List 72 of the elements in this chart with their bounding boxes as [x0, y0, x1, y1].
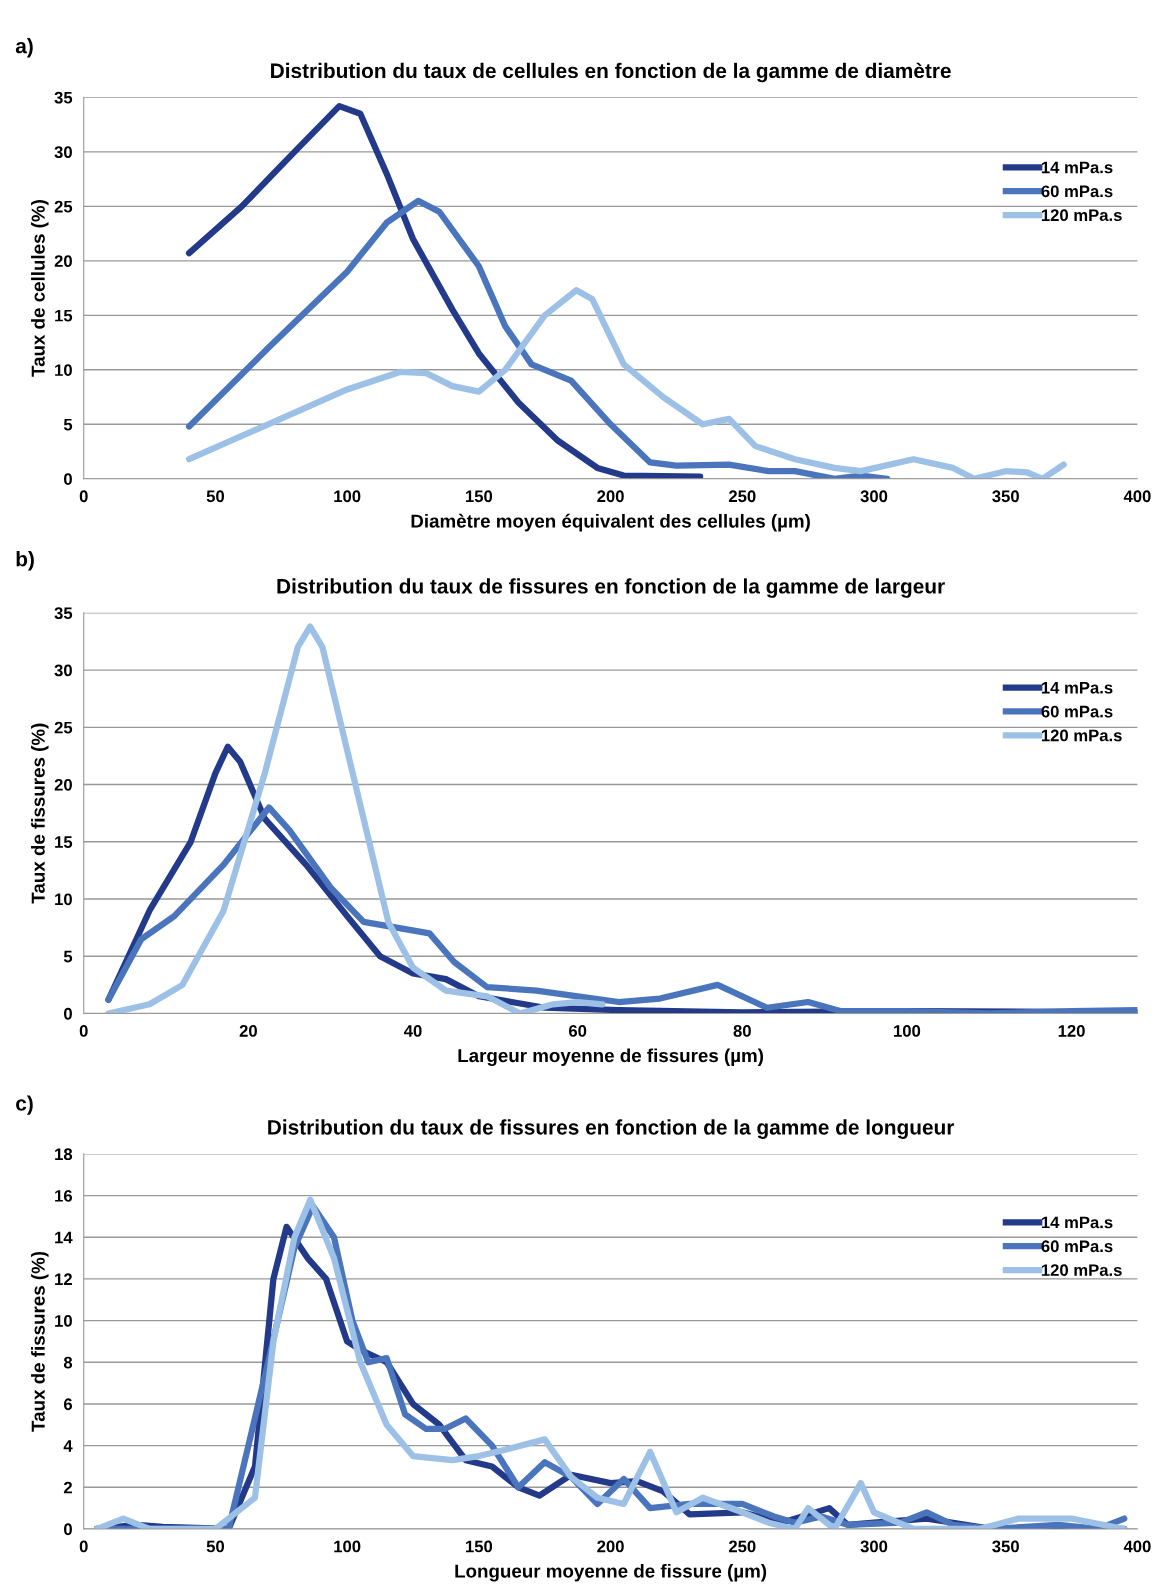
y-axis-title: Taux de cellules (%)	[31, 200, 49, 377]
legend-label: 120 mPa.s	[1041, 209, 1122, 222]
x-tick-label: 100	[334, 490, 361, 503]
y-axis-title: Taux de fissures (%)	[31, 1251, 49, 1432]
y-tick-label: 4	[63, 1440, 73, 1452]
x-tick-label: 350	[992, 1540, 1019, 1553]
x-tick-label: 300	[860, 490, 888, 503]
x-tick-label: 250	[728, 1540, 756, 1553]
y-tick-label: 6	[63, 1398, 73, 1411]
legend-label: 120 mPa.s	[1041, 1264, 1122, 1277]
text: b)	[16, 551, 34, 571]
x-tick-label: 40	[403, 1025, 422, 1037]
x-tick-label: 400	[1123, 490, 1151, 503]
y-tick-label: 10	[55, 1315, 72, 1327]
x-tick-label: 60	[568, 1025, 587, 1037]
legend-label: 14 mPa.s	[1041, 1216, 1113, 1229]
y-tick-label: 20	[54, 778, 72, 791]
legend-label: 14 mPa.s	[1041, 161, 1113, 174]
y-tick-label: 0	[64, 1007, 72, 1020]
x-tick-label: 250	[728, 490, 756, 503]
x-tick-label: 200	[597, 1540, 624, 1553]
y-tick-label: 0	[64, 473, 72, 485]
x-tick-label: 350	[992, 490, 1019, 503]
y-tick-label: 18	[55, 1148, 73, 1161]
y-tick-label: 10	[55, 364, 72, 377]
x-tick-label: 50	[206, 490, 225, 503]
x-tick-label: 100	[334, 1540, 361, 1553]
y-tick-label: 12	[55, 1273, 72, 1285]
text: c)	[16, 1095, 33, 1115]
x-tick-label: 150	[466, 490, 493, 503]
y-tick-label: 15	[55, 309, 73, 322]
text: a)	[15, 38, 33, 58]
x-tick-label: 20	[239, 1025, 257, 1037]
y-tick-label: 16	[55, 1189, 73, 1202]
y-tick-label: 5	[63, 418, 73, 431]
y-tick-label: 30	[54, 664, 72, 677]
y-tick-label: 10	[55, 893, 72, 906]
x-tick-label: 120	[1058, 1025, 1085, 1037]
x-tick-label: 150	[466, 1540, 493, 1553]
x-tick-label: 50	[206, 1540, 225, 1553]
y-axis-title: Taux de fissures (%)	[31, 723, 49, 904]
legend-label: 60 mPa.s	[1041, 1240, 1113, 1253]
y-tick-label: 15	[55, 836, 73, 848]
legend-label: 60 mPa.s	[1041, 705, 1113, 718]
y-tick-label: 2	[63, 1481, 72, 1494]
x-tick-label: 300	[860, 1540, 888, 1553]
legend-label: 60 mPa.s	[1041, 185, 1113, 198]
x-tick-label: 400	[1123, 1540, 1151, 1553]
y-tick-label: 25	[54, 200, 73, 213]
x-tick-label: 80	[733, 1025, 751, 1037]
y-tick-label: 0	[64, 1523, 72, 1536]
y-tick-label: 35	[54, 607, 73, 620]
legend-label: 120 mPa.s	[1041, 729, 1122, 742]
y-tick-label: 8	[63, 1356, 73, 1369]
x-tick-label: 0	[79, 490, 88, 503]
x-tick-label: 0	[79, 1540, 88, 1553]
chart-title: Distribution du taux de cellules en fonction de la gamme de diamètre	[271, 62, 951, 83]
x-axis-title: Largeur moyenne de fissures (µm)	[458, 1048, 764, 1066]
y-tick-label: 20	[54, 255, 72, 268]
chart-title: Distribution du taux de fissures en fonction de la gamme de longueur	[268, 1119, 955, 1139]
y-tick-label: 35	[54, 91, 73, 104]
y-tick-label: 30	[54, 146, 72, 159]
x-tick-label: 100	[894, 1025, 921, 1037]
x-axis-title: Diamètre moyen équivalent des cellules (µm)	[411, 513, 810, 532]
x-tick-label: 200	[597, 490, 624, 503]
x-tick-label: 0	[79, 1025, 88, 1037]
legend-label: 14 mPa.s	[1041, 681, 1113, 694]
x-axis-title: Longueur moyenne de fissure (µm)	[455, 1563, 767, 1582]
y-tick-label: 14	[55, 1231, 73, 1244]
y-tick-label: 25	[54, 721, 73, 734]
y-tick-label: 5	[63, 950, 73, 963]
chart-title: Distribution du taux de fissures en fonction de la gamme de largeur	[277, 578, 945, 598]
